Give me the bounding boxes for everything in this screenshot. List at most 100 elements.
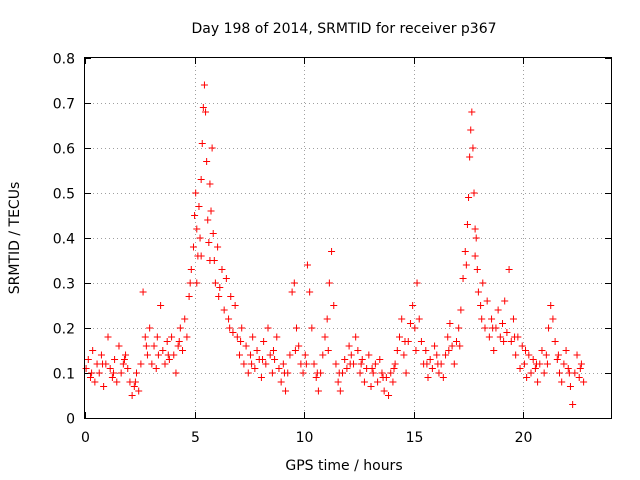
data-point <box>488 315 496 323</box>
data-point <box>130 383 138 390</box>
data-point <box>185 293 193 300</box>
data-point <box>398 315 406 323</box>
data-point <box>564 365 572 372</box>
data-point <box>479 279 487 287</box>
data-point <box>203 158 211 165</box>
data-point <box>461 248 469 255</box>
data-point <box>161 360 169 368</box>
data-point <box>282 387 290 395</box>
data-point <box>119 360 127 368</box>
data-point <box>401 338 409 345</box>
data-point <box>478 315 486 323</box>
data-point <box>152 365 160 372</box>
y-tick-label: 0.5 <box>53 187 75 203</box>
data-point <box>291 347 299 354</box>
chart-title: Day 198 of 2014, SRMTID for receiver p36… <box>191 21 496 37</box>
data-point <box>288 288 296 296</box>
data-point <box>302 360 310 368</box>
data-point <box>343 365 351 372</box>
data-point <box>193 225 201 233</box>
data-point <box>368 365 376 372</box>
data-point <box>503 329 511 336</box>
data-point <box>308 324 316 332</box>
data-point <box>206 257 214 264</box>
data-point <box>499 320 507 327</box>
data-point <box>354 347 362 354</box>
data-point <box>560 360 568 368</box>
data-point <box>207 207 215 215</box>
data-point <box>540 369 548 377</box>
data-point <box>391 360 399 368</box>
data-point <box>525 351 533 359</box>
data-point <box>374 378 382 386</box>
data-point <box>580 378 588 386</box>
data-point <box>332 360 340 368</box>
data-point <box>231 302 239 309</box>
data-point <box>532 360 540 368</box>
data-point <box>566 383 574 390</box>
data-point <box>244 369 252 377</box>
data-point <box>200 81 208 89</box>
data-point <box>426 356 434 363</box>
y-tick-label: 0.8 <box>53 52 75 68</box>
x-tick-label: 0 <box>81 430 90 446</box>
data-point <box>165 356 173 363</box>
data-point <box>411 324 419 332</box>
data-point <box>511 333 519 341</box>
data-point <box>211 279 219 287</box>
data-point <box>168 333 176 341</box>
data-point <box>268 369 276 377</box>
data-point <box>455 324 463 332</box>
data-point <box>367 383 375 390</box>
data-point <box>189 243 197 251</box>
data-point <box>341 356 349 363</box>
data-point <box>99 360 107 368</box>
y-tick-label: 0.4 <box>53 232 75 248</box>
data-point <box>154 351 162 359</box>
data-point <box>396 333 404 341</box>
data-point <box>124 365 132 372</box>
data-point <box>545 324 553 332</box>
data-point <box>181 315 189 323</box>
data-point <box>435 369 443 377</box>
x-tick-label: 10 <box>296 430 314 446</box>
data-point <box>555 369 563 377</box>
data-point <box>249 333 257 341</box>
data-point <box>448 342 456 350</box>
data-point <box>328 248 336 255</box>
grid <box>85 58 611 418</box>
data-point <box>259 356 267 363</box>
data-point <box>242 342 250 350</box>
data-point <box>356 369 364 377</box>
data-point <box>150 342 158 350</box>
data-point <box>371 360 379 368</box>
data-point <box>481 324 489 332</box>
data-point <box>347 351 355 359</box>
data-point <box>512 351 520 359</box>
data-point <box>139 288 147 296</box>
y-tick-label: 0.1 <box>53 367 75 383</box>
data-point <box>275 365 283 372</box>
data-point <box>501 297 509 305</box>
data-point <box>360 378 368 386</box>
data-point <box>266 351 274 359</box>
data-point <box>251 365 259 372</box>
data-point <box>277 378 285 386</box>
data-point <box>431 342 439 350</box>
data-point <box>469 144 477 152</box>
data-point <box>321 333 329 341</box>
data-point <box>527 369 535 377</box>
data-point <box>176 324 184 332</box>
data-point <box>424 374 432 381</box>
data-point <box>269 347 277 354</box>
data-point <box>153 333 161 341</box>
data-point <box>100 383 108 390</box>
data-point <box>137 360 145 368</box>
data-point <box>456 342 464 350</box>
data-point <box>522 347 530 354</box>
data-point <box>412 347 420 354</box>
data-point <box>209 230 217 237</box>
data-point <box>490 347 498 354</box>
data-point <box>542 351 550 359</box>
